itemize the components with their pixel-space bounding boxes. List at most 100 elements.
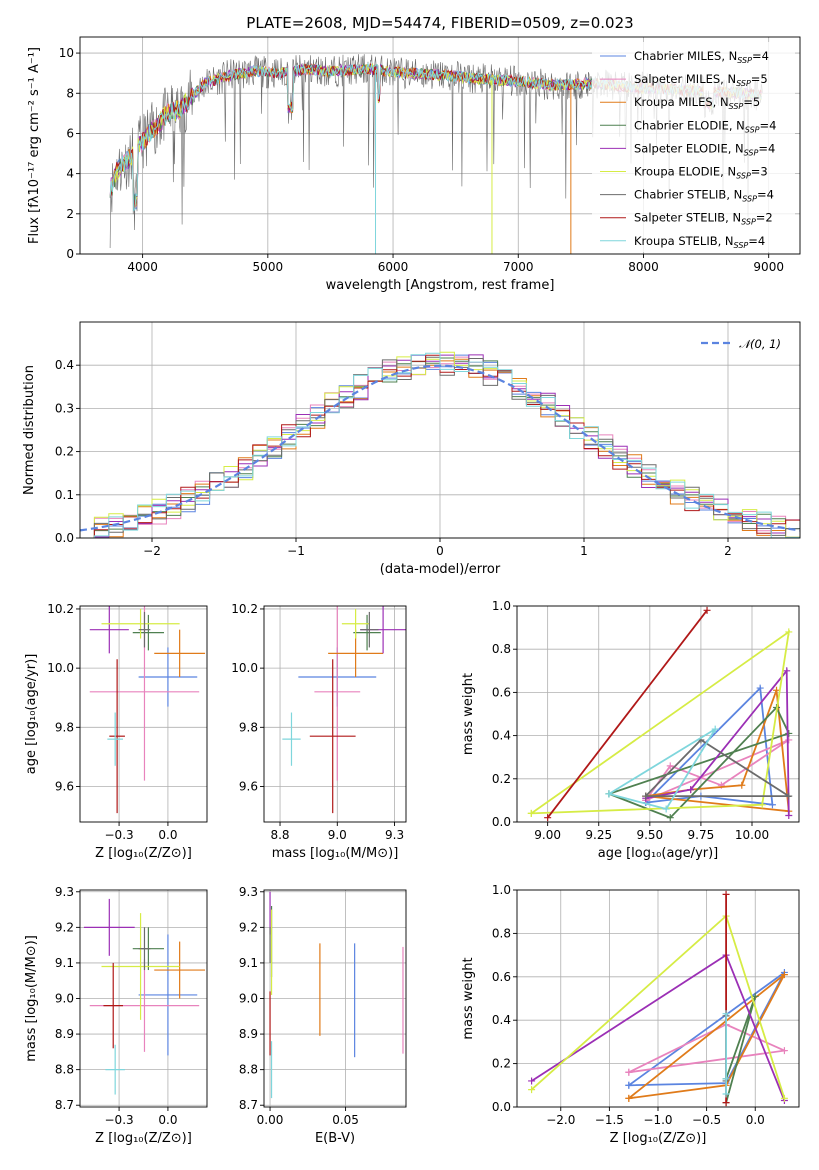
point-marker xyxy=(666,814,674,822)
point-marker xyxy=(625,1094,633,1102)
y-tick-label: 9.3 xyxy=(239,885,258,899)
legend-nssp-value: =4 xyxy=(760,118,777,132)
age-vs-Z-frame xyxy=(79,605,208,823)
point-marker xyxy=(780,1047,788,1055)
x-tick-label: 9000 xyxy=(753,260,784,274)
weight-vs-age-plot-area xyxy=(527,606,793,822)
point-marker xyxy=(625,1081,633,1089)
y-tick-label: 0.4 xyxy=(55,358,74,372)
point-marker xyxy=(785,628,793,636)
legend-nssp-value: =3 xyxy=(751,165,768,179)
legend-subscript: SSP xyxy=(734,241,749,250)
spectrum-axes: 4000 5000 6000 7000 8000 9000 0 2 4 6 8 10 wavelengt… xyxy=(27,14,801,293)
legend-nssp-value: =4 xyxy=(748,234,765,248)
legend-series-name: Kroupa STELIB, N xyxy=(634,234,734,248)
point-marker xyxy=(785,736,793,744)
x-tick-label: 4000 xyxy=(127,260,158,274)
y-tick-label: 0.0 xyxy=(492,815,511,829)
legend-nssp-value: =4 xyxy=(752,49,769,63)
point-marker xyxy=(687,786,695,794)
point-marker xyxy=(722,1010,730,1018)
legend-subscript: SSP xyxy=(736,79,751,88)
y-tick-label: 0.3 xyxy=(55,401,74,415)
y-tick-label: 10.0 xyxy=(47,661,74,675)
legend-subscript: SSP xyxy=(737,56,752,65)
y-tick-label: 0 xyxy=(66,247,74,261)
y-tick-label: 10.0 xyxy=(231,661,258,675)
y-tick-label: 9.1 xyxy=(239,956,258,970)
x-tick-label: 9.0 xyxy=(328,828,347,842)
legend-subscript: SSP xyxy=(741,218,756,227)
x-axis-label: Z [log₁₀(Z/Z⊙)] xyxy=(95,846,192,861)
legend-label: 𝒩(0, 1) xyxy=(739,337,781,351)
mass-vs-EBV-plot-area xyxy=(269,891,404,1099)
age-vs-mass-gridlines xyxy=(264,606,406,822)
x-axis-label: (data-model)/error xyxy=(380,562,501,577)
legend-subscript: SSP xyxy=(745,125,760,134)
x-axis-label: Z [log₁₀(Z/Z⊙)] xyxy=(610,1131,707,1146)
point-marker xyxy=(605,790,613,798)
mass-vs-Z-plot-area xyxy=(83,898,206,1095)
weight-vs-age-frame xyxy=(516,605,800,823)
x-tick-label: −1.0 xyxy=(643,1113,672,1127)
mass-vs-EBV-axes: 0.00 0.05 8.7 8.8 8.9 9.0 9.1 9.2 9.3 E(B-V) xyxy=(239,885,407,1146)
x-tick-label: −1 xyxy=(287,544,305,558)
x-tick-label: 0.0 xyxy=(746,1113,765,1127)
legend-label: Kroupa ELODIE, NSSP=3 xyxy=(634,165,768,181)
y-axis-label: Flux [fλ10⁻¹⁷ erg cm⁻² s⁻¹ A⁻¹] xyxy=(27,47,42,244)
point-marker xyxy=(785,729,793,737)
y-tick-label: 8.9 xyxy=(55,1027,74,1041)
age-vs-Z-axes: −0.3 0.0 9.6 9.8 10.0 10.2 Z [log₁₀(Z/Z⊙)] age … xyxy=(24,602,208,861)
residuals-frame xyxy=(79,321,801,539)
normal-distribution-curve xyxy=(80,364,800,532)
mass-vs-EBV-frame xyxy=(263,889,407,1108)
y-tick-label: 8.8 xyxy=(239,1063,258,1077)
y-axis-label: age [log₁₀(age/yr)] xyxy=(24,654,39,775)
x-tick-label: −0.5 xyxy=(692,1113,721,1127)
y-tick-label: 0.2 xyxy=(492,772,511,786)
point-marker xyxy=(703,606,711,614)
legend-label: Kroupa STELIB, NSSP=4 xyxy=(634,234,765,250)
y-tick-label: 2 xyxy=(66,207,74,221)
age-vs-mass-frame xyxy=(263,605,407,823)
y-tick-label: 0.4 xyxy=(492,729,511,743)
y-tick-label: 0.0 xyxy=(55,531,74,545)
legend-series-name: Chabrier STELIB, N xyxy=(634,188,742,202)
point-marker xyxy=(527,809,535,817)
weight-vs-Z-axes: −2.0 −1.5 −1.0 −0.5 0.0 0.0 0.2 0.4 0.6 0.8 1.0 Z [… xyxy=(461,883,800,1146)
x-tick-label: 10.00 xyxy=(735,828,769,842)
weight-vs-Z-frame xyxy=(516,889,800,1108)
y-tick-label: 8.8 xyxy=(55,1063,74,1077)
mass-vs-EBV-gridlines xyxy=(264,890,406,1107)
x-tick-label: 8.8 xyxy=(270,828,289,842)
y-tick-label: 1.0 xyxy=(492,883,511,897)
legend-label: Chabrier MILES, NSSP=4 xyxy=(634,49,769,65)
y-tick-label: 0.2 xyxy=(492,1057,511,1071)
point-marker xyxy=(780,1094,788,1102)
y-tick-label: 10.2 xyxy=(47,602,74,616)
mass-vs-Z-gridlines xyxy=(80,890,207,1107)
residuals-axes: −2 −1 0 1 2 0.0 0.1 0.2 0.3 0.4 (data-model)/error… xyxy=(22,321,801,577)
x-tick-label: −0.3 xyxy=(105,828,134,842)
y-tick-label: 9.0 xyxy=(239,992,258,1006)
legend-series-name: Chabrier ELODIE, N xyxy=(634,118,745,132)
legend-label: Salpeter ELODIE, NSSP=4 xyxy=(634,141,775,157)
point-marker xyxy=(785,792,793,800)
legend-series-name: Chabrier MILES, N xyxy=(634,49,737,63)
x-tick-label: 6000 xyxy=(378,260,409,274)
legend-nssp-value: =5 xyxy=(743,95,760,109)
point-marker xyxy=(751,992,759,1000)
point-marker xyxy=(722,1090,730,1098)
x-axis-label: Z [log₁₀(Z/Z⊙)] xyxy=(95,1131,192,1146)
legend-label: Salpeter MILES, NSSP=5 xyxy=(634,72,768,88)
x-tick-label: 0.00 xyxy=(257,1113,284,1127)
y-tick-label: 1.0 xyxy=(492,599,511,613)
x-tick-label: 7000 xyxy=(503,260,534,274)
y-tick-label: 8 xyxy=(66,86,74,100)
x-tick-label: 9.00 xyxy=(534,828,561,842)
legend-series-name: Salpeter MILES, N xyxy=(634,72,736,86)
x-tick-label: 0.05 xyxy=(332,1113,359,1127)
point-marker xyxy=(642,792,650,800)
age-vs-Z-plot-area xyxy=(89,606,206,814)
